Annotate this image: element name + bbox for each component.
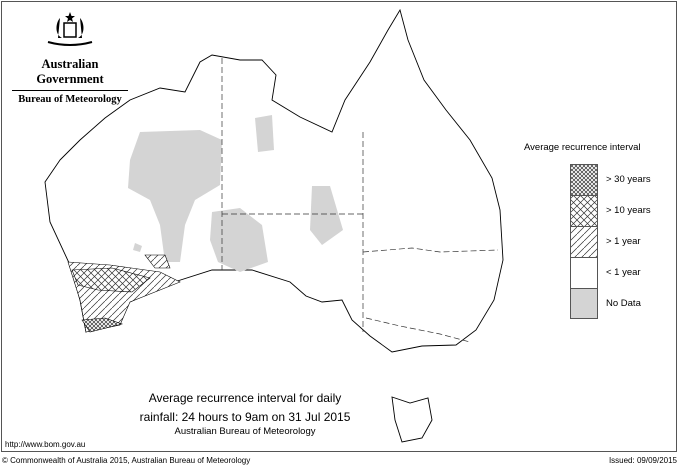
bom-url-link[interactable]: http://www.bom.gov.au: [5, 440, 86, 449]
copyright-text: © Commonwealth of Australia 2015, Austra…: [2, 456, 251, 465]
legend-label: > 30 years: [606, 174, 651, 185]
swatch-no-data: [570, 288, 598, 319]
map-frame: [1, 1, 677, 452]
swatch-over-10-years: [570, 195, 598, 227]
legend-label: < 1 year: [606, 267, 641, 278]
caption-line-1: Average recurrence interval for daily: [148, 391, 342, 405]
bureau-name: Bureau of Meteorology: [12, 90, 128, 105]
issued-date: Issued: 09/09/2015: [608, 456, 677, 465]
government-name: Australian Government: [36, 57, 104, 86]
legend-label: > 10 years: [606, 205, 651, 216]
legend-label: No Data: [606, 298, 641, 309]
swatch-under-1-year: [570, 257, 598, 289]
map-caption: Average recurrence interval for daily ra…: [110, 389, 380, 427]
swatch-over-30-years: [570, 164, 598, 196]
legend-label: > 1 year: [606, 236, 641, 247]
legend-title: Average recurrence interval: [524, 142, 641, 153]
recurrence-regions: [67, 254, 181, 333]
swatch-over-1-year: [570, 226, 598, 258]
coat-of-arms-icon: [47, 12, 93, 46]
caption-source: Australian Bureau of Meteorology: [174, 426, 316, 437]
caption-line-2: rainfall: 24 hours to 9am on 31 Jul 2015: [139, 410, 351, 424]
government-logo: Australian Government Bureau of Meteorol…: [8, 10, 132, 105]
tasmania-outline: [391, 396, 433, 443]
legend-swatches: [570, 164, 598, 319]
no-data-regions: [128, 115, 343, 272]
legend: > 30 years > 10 years > 1 year < 1 year …: [570, 164, 651, 324]
state-borders: [221, 58, 499, 343]
